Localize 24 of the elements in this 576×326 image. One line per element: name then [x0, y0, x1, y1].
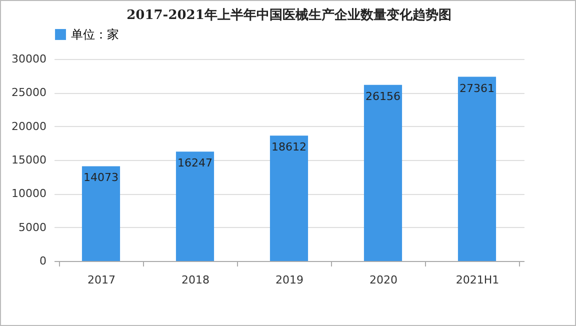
y-tick-label: 10000 [12, 187, 46, 200]
x-tick-label: 2020 [370, 274, 398, 286]
chart-title: 2017-2021年上半年中国医械生产企业数量变化趋势图 [126, 7, 452, 23]
bar [364, 84, 402, 261]
x-tick-label: 2018 [182, 274, 210, 286]
data-label: 18612 [272, 140, 306, 154]
legend-label: 单位：家 [71, 28, 119, 42]
data-label: 26156 [366, 90, 400, 103]
y-tick-label: 15000 [12, 154, 46, 166]
bar [82, 166, 120, 261]
y-tick-label: 0 [40, 254, 46, 268]
data-label: 14073 [84, 171, 118, 184]
bar [270, 136, 308, 261]
y-tick-label: 30000 [12, 52, 46, 66]
x-tick-label: 2021H1 [456, 274, 500, 286]
data-label: 16247 [178, 156, 212, 170]
x-tick-label: 2017 [88, 274, 116, 286]
y-tick-label: 20000 [12, 120, 46, 133]
y-tick-label: 25000 [12, 86, 46, 100]
x-tick-label: 2019 [276, 274, 304, 286]
bar [176, 152, 214, 261]
y-tick-label: 5000 [18, 220, 46, 234]
bar [458, 76, 496, 261]
data-label: 27361 [460, 82, 494, 95]
